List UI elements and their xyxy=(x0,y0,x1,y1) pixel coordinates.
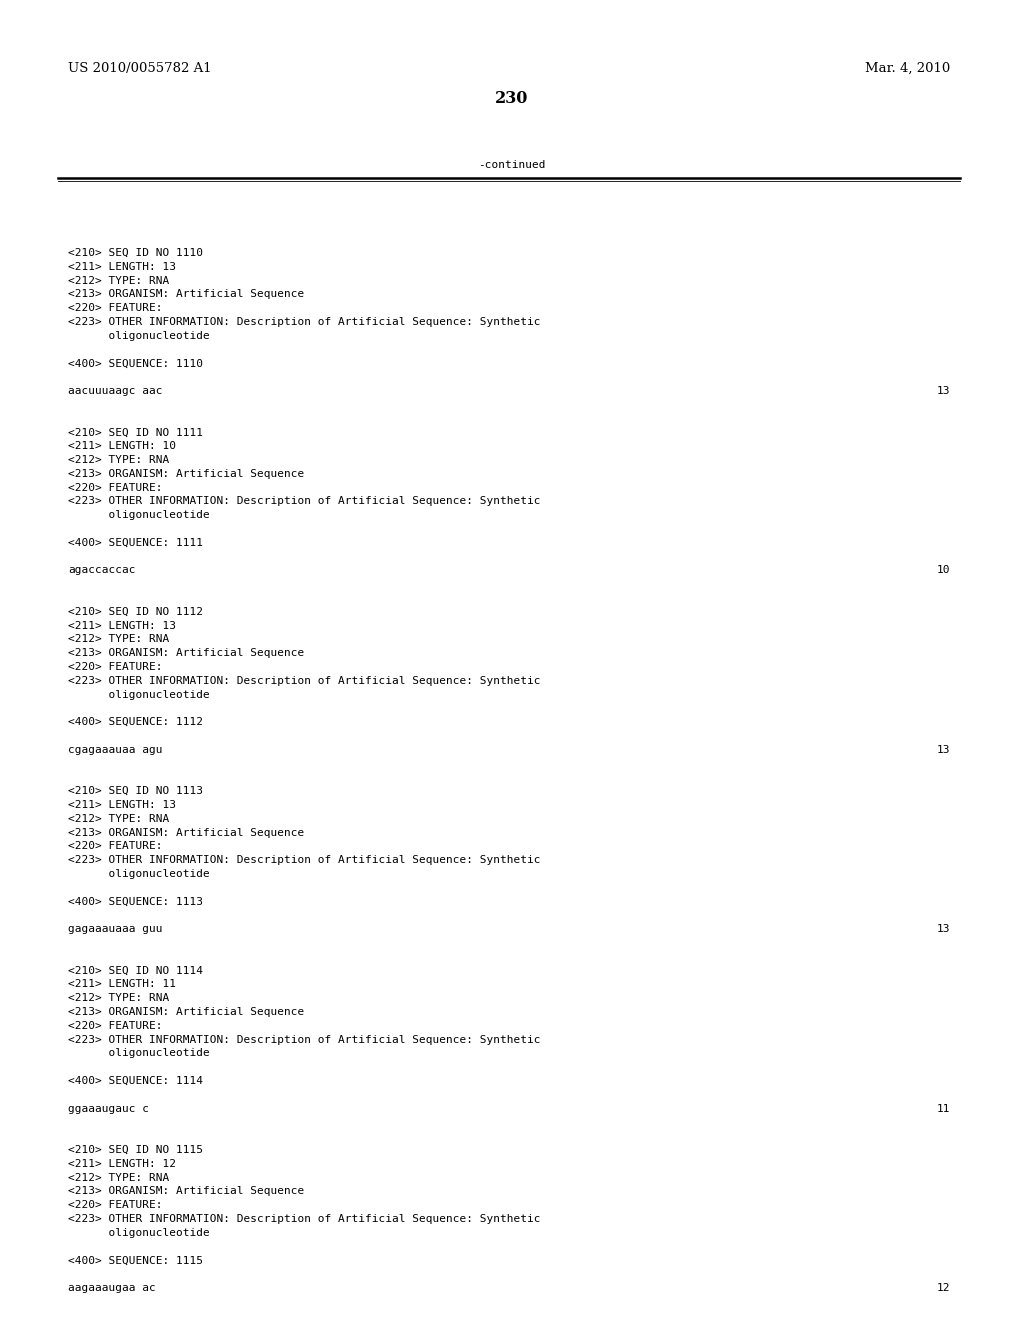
Text: <212> TYPE: RNA: <212> TYPE: RNA xyxy=(68,1172,169,1183)
Text: <213> ORGANISM: Artificial Sequence: <213> ORGANISM: Artificial Sequence xyxy=(68,828,304,838)
Text: <213> ORGANISM: Artificial Sequence: <213> ORGANISM: Artificial Sequence xyxy=(68,1007,304,1016)
Text: <211> LENGTH: 11: <211> LENGTH: 11 xyxy=(68,979,176,990)
Text: -continued: -continued xyxy=(478,160,546,170)
Text: <212> TYPE: RNA: <212> TYPE: RNA xyxy=(68,993,169,1003)
Text: cgagaaauaa agu: cgagaaauaa agu xyxy=(68,744,163,755)
Text: <211> LENGTH: 13: <211> LENGTH: 13 xyxy=(68,620,176,631)
Text: <223> OTHER INFORMATION: Description of Artificial Sequence: Synthetic: <223> OTHER INFORMATION: Description of … xyxy=(68,496,541,507)
Text: <212> TYPE: RNA: <212> TYPE: RNA xyxy=(68,635,169,644)
Text: <213> ORGANISM: Artificial Sequence: <213> ORGANISM: Artificial Sequence xyxy=(68,648,304,659)
Text: <220> FEATURE:: <220> FEATURE: xyxy=(68,483,163,492)
Text: oligonucleotide: oligonucleotide xyxy=(68,869,210,879)
Text: US 2010/0055782 A1: US 2010/0055782 A1 xyxy=(68,62,212,75)
Text: ggaaaugauc c: ggaaaugauc c xyxy=(68,1104,150,1114)
Text: <210> SEQ ID NO 1115: <210> SEQ ID NO 1115 xyxy=(68,1144,203,1155)
Text: <223> OTHER INFORMATION: Description of Artificial Sequence: Synthetic: <223> OTHER INFORMATION: Description of … xyxy=(68,1035,541,1044)
Text: 10: 10 xyxy=(937,565,950,576)
Text: oligonucleotide: oligonucleotide xyxy=(68,331,210,341)
Text: <212> TYPE: RNA: <212> TYPE: RNA xyxy=(68,814,169,824)
Text: <210> SEQ ID NO 1110: <210> SEQ ID NO 1110 xyxy=(68,248,203,257)
Text: <213> ORGANISM: Artificial Sequence: <213> ORGANISM: Artificial Sequence xyxy=(68,289,304,300)
Text: <210> SEQ ID NO 1113: <210> SEQ ID NO 1113 xyxy=(68,787,203,796)
Text: <210> SEQ ID NO 1111: <210> SEQ ID NO 1111 xyxy=(68,428,203,437)
Text: <400> SEQUENCE: 1112: <400> SEQUENCE: 1112 xyxy=(68,717,203,727)
Text: oligonucleotide: oligonucleotide xyxy=(68,511,210,520)
Text: <213> ORGANISM: Artificial Sequence: <213> ORGANISM: Artificial Sequence xyxy=(68,469,304,479)
Text: <400> SEQUENCE: 1115: <400> SEQUENCE: 1115 xyxy=(68,1255,203,1266)
Text: 230: 230 xyxy=(496,90,528,107)
Text: <223> OTHER INFORMATION: Description of Artificial Sequence: Synthetic: <223> OTHER INFORMATION: Description of … xyxy=(68,317,541,327)
Text: 11: 11 xyxy=(937,1104,950,1114)
Text: <220> FEATURE:: <220> FEATURE: xyxy=(68,841,163,851)
Text: <223> OTHER INFORMATION: Description of Artificial Sequence: Synthetic: <223> OTHER INFORMATION: Description of … xyxy=(68,1214,541,1224)
Text: <223> OTHER INFORMATION: Description of Artificial Sequence: Synthetic: <223> OTHER INFORMATION: Description of … xyxy=(68,676,541,686)
Text: oligonucleotide: oligonucleotide xyxy=(68,1228,210,1238)
Text: Mar. 4, 2010: Mar. 4, 2010 xyxy=(864,62,950,75)
Text: aagaaaugaa ac: aagaaaugaa ac xyxy=(68,1283,156,1294)
Text: <210> SEQ ID NO 1114: <210> SEQ ID NO 1114 xyxy=(68,966,203,975)
Text: 13: 13 xyxy=(937,924,950,935)
Text: <211> LENGTH: 12: <211> LENGTH: 12 xyxy=(68,1159,176,1168)
Text: <400> SEQUENCE: 1114: <400> SEQUENCE: 1114 xyxy=(68,1076,203,1086)
Text: agaccaccac: agaccaccac xyxy=(68,565,135,576)
Text: oligonucleotide: oligonucleotide xyxy=(68,689,210,700)
Text: aacuuuaagc aac: aacuuuaagc aac xyxy=(68,385,163,396)
Text: <211> LENGTH: 13: <211> LENGTH: 13 xyxy=(68,800,176,810)
Text: <212> TYPE: RNA: <212> TYPE: RNA xyxy=(68,276,169,285)
Text: 12: 12 xyxy=(937,1283,950,1294)
Text: 13: 13 xyxy=(937,744,950,755)
Text: <220> FEATURE:: <220> FEATURE: xyxy=(68,1200,163,1210)
Text: <220> FEATURE:: <220> FEATURE: xyxy=(68,1020,163,1031)
Text: <211> LENGTH: 10: <211> LENGTH: 10 xyxy=(68,441,176,451)
Text: <400> SEQUENCE: 1113: <400> SEQUENCE: 1113 xyxy=(68,896,203,907)
Text: 13: 13 xyxy=(937,385,950,396)
Text: <400> SEQUENCE: 1110: <400> SEQUENCE: 1110 xyxy=(68,359,203,368)
Text: <211> LENGTH: 13: <211> LENGTH: 13 xyxy=(68,261,176,272)
Text: <220> FEATURE:: <220> FEATURE: xyxy=(68,304,163,313)
Text: <210> SEQ ID NO 1112: <210> SEQ ID NO 1112 xyxy=(68,607,203,616)
Text: <400> SEQUENCE: 1111: <400> SEQUENCE: 1111 xyxy=(68,537,203,548)
Text: <220> FEATURE:: <220> FEATURE: xyxy=(68,663,163,672)
Text: <212> TYPE: RNA: <212> TYPE: RNA xyxy=(68,455,169,465)
Text: oligonucleotide: oligonucleotide xyxy=(68,1048,210,1059)
Text: gagaaauaaa guu: gagaaauaaa guu xyxy=(68,924,163,935)
Text: <223> OTHER INFORMATION: Description of Artificial Sequence: Synthetic: <223> OTHER INFORMATION: Description of … xyxy=(68,855,541,865)
Text: <213> ORGANISM: Artificial Sequence: <213> ORGANISM: Artificial Sequence xyxy=(68,1187,304,1196)
